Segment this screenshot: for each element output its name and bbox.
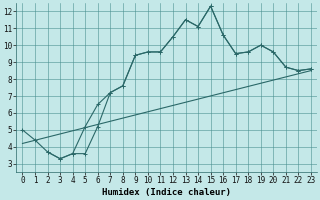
X-axis label: Humidex (Indice chaleur): Humidex (Indice chaleur) xyxy=(102,188,231,197)
